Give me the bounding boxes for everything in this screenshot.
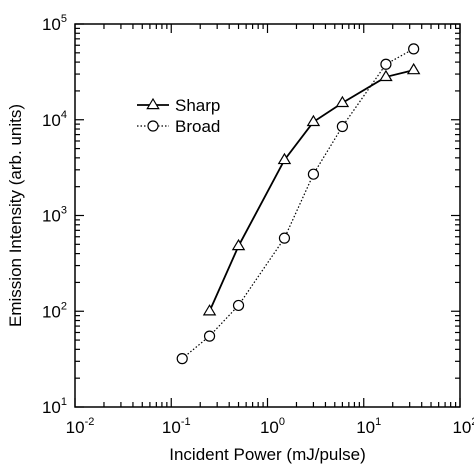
legend-label-broad: Broad <box>175 117 220 136</box>
x-tick-label-base: 10 <box>260 418 279 437</box>
x-tick-label-base: 10 <box>66 418 85 437</box>
y-tick-label-base: 10 <box>42 207 61 226</box>
y-tick-label-exponent: 3 <box>61 205 67 217</box>
data-point-broad <box>203 330 216 342</box>
y-axis-label: Emission Intensity (arb. units) <box>6 104 25 327</box>
x-tick-label-exponent: -2 <box>85 416 95 428</box>
tick-marks <box>74 23 461 408</box>
data-point-broad <box>176 353 188 365</box>
plot-frame <box>74 23 461 408</box>
data-point-sharp <box>379 69 393 82</box>
plot-area <box>74 23 461 408</box>
x-tick-label-base: 10 <box>356 418 375 437</box>
data-point-sharp <box>306 114 321 127</box>
x-tick-label-base: 10 <box>452 418 471 437</box>
x-axis-label: Incident Power (mJ/pulse) <box>169 445 366 464</box>
data-point-sharp <box>231 238 246 251</box>
x-tick-label-exponent: 2 <box>471 416 474 428</box>
x-tick-label: 100 <box>260 416 285 437</box>
series-markers <box>176 43 421 365</box>
data-point-broad <box>380 58 392 70</box>
data-point-sharp <box>277 152 292 165</box>
legend-marker-broad <box>147 120 159 132</box>
x-tick-label: 10-1 <box>162 416 191 437</box>
data-point-broad <box>408 43 420 55</box>
y-tick-label: 101 <box>42 396 67 417</box>
data-point-sharp <box>202 304 217 316</box>
x-tick-label-exponent: -1 <box>181 416 191 428</box>
series-line-broad <box>181 48 414 360</box>
data-point-broad <box>336 120 348 133</box>
y-tick-label-base: 10 <box>42 302 61 321</box>
y-tick-label: 105 <box>42 13 67 34</box>
data-point-broad <box>307 168 320 180</box>
legend: Sharp Broad <box>137 96 220 136</box>
x-tick-label: 10-2 <box>66 416 95 437</box>
y-tick-label: 103 <box>42 205 67 226</box>
x-tick-label: 102 <box>452 416 474 437</box>
data-point-broad <box>278 232 291 244</box>
x-tick-labels: 10-210-1100101102 <box>66 416 474 437</box>
data-point-sharp <box>406 62 421 75</box>
y-tick-label-exponent: 2 <box>61 300 67 312</box>
y-tick-label-exponent: 5 <box>61 13 67 25</box>
data-point-broad <box>232 299 245 312</box>
data-point-sharp <box>335 95 350 108</box>
x-tick-label: 101 <box>356 416 381 437</box>
y-tick-label: 102 <box>42 300 67 321</box>
legend-label-sharp: Sharp <box>175 96 220 115</box>
series-line-sharp <box>208 69 414 312</box>
y-tick-label-exponent: 1 <box>61 396 67 408</box>
y-tick-label-base: 10 <box>42 111 61 130</box>
x-tick-label-base: 10 <box>162 418 181 437</box>
x-tick-label-exponent: 1 <box>375 416 381 428</box>
y-tick-label-base: 10 <box>42 398 61 417</box>
legend-marker-sharp <box>146 97 160 110</box>
y-tick-label: 104 <box>42 109 67 130</box>
y-tick-label-base: 10 <box>42 15 61 34</box>
x-tick-label-exponent: 0 <box>279 416 285 428</box>
y-tick-label-exponent: 4 <box>61 109 67 121</box>
